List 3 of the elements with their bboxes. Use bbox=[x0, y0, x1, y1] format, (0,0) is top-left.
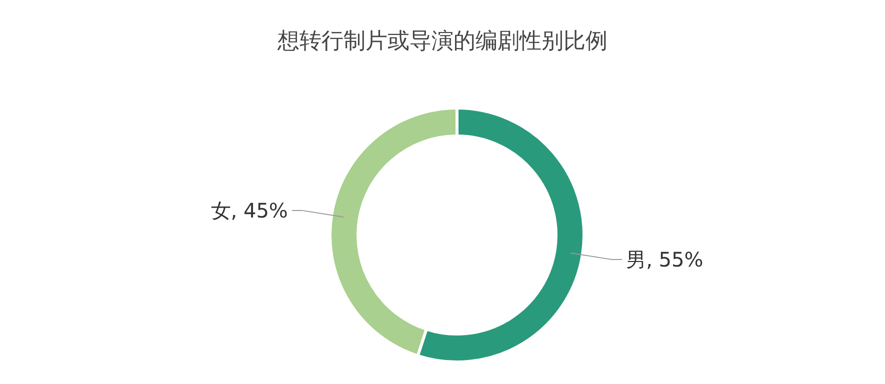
slice-label: 男, 55% bbox=[626, 248, 704, 272]
chart-title: 想转行制片或导演的编剧性别比例 bbox=[276, 28, 608, 56]
slice-label: 女, 45% bbox=[210, 198, 288, 222]
